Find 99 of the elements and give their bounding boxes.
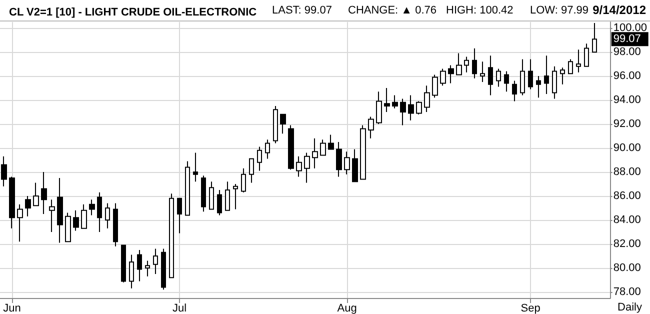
- candlestick: [544, 55, 549, 94]
- y-tick-label: 78.00: [613, 286, 641, 298]
- x-tick-label: Aug: [337, 302, 357, 314]
- candlestick: [81, 204, 87, 229]
- candlestick: [392, 94, 398, 109]
- text: HIGH: 100.42: [446, 4, 514, 16]
- candlestick: [217, 190, 222, 216]
- candlestick: [328, 134, 334, 150]
- candlestick: [480, 61, 485, 82]
- candlestick: [536, 76, 541, 98]
- text: LOW: 97.99: [530, 4, 588, 16]
- x-tick-label: Sep: [520, 302, 540, 314]
- candlestick: [368, 116, 374, 139]
- candlestick: [49, 199, 55, 232]
- candlestick: [440, 68, 446, 86]
- candlestick: [33, 182, 39, 206]
- candlestick: [496, 68, 501, 88]
- candlestick: [528, 58, 533, 90]
- candlestick: [257, 146, 262, 172]
- candlestick: [432, 74, 438, 98]
- candlestick: [424, 85, 430, 112]
- candlestick: [57, 178, 63, 244]
- candlestick: [520, 58, 525, 96]
- candlestick: [169, 193, 174, 278]
- candlestick: [288, 124, 294, 170]
- candlestick: [113, 202, 118, 247]
- candlestick: [456, 52, 462, 76]
- text: LAST: 99.07: [272, 4, 332, 16]
- text: 99.07: [613, 33, 641, 46]
- candlestick: [464, 56, 469, 73]
- y-tick-label: 88.00: [613, 166, 641, 178]
- y-tick-label: 90.00: [613, 142, 641, 154]
- x-tick-label: Jun: [3, 302, 21, 314]
- candlestick: [41, 172, 47, 214]
- y-tick-label: 98.00: [613, 46, 641, 58]
- candlestick: [352, 148, 358, 182]
- candlestick: [304, 152, 310, 184]
- candlestick: [249, 158, 254, 184]
- y-tick-label: 82.00: [613, 238, 641, 250]
- candlestick: [273, 106, 278, 144]
- candlestick: [185, 160, 190, 216]
- candlestick: [336, 142, 342, 178]
- x-tick-label: Jul: [172, 302, 187, 314]
- candlestick: [73, 210, 79, 232]
- candlestick: [241, 168, 246, 193]
- y-tick-label: 86.00: [613, 190, 641, 202]
- candlestick: [121, 244, 126, 283]
- candlestick: [400, 98, 406, 126]
- candlestick: [320, 139, 326, 156]
- candlestick: [512, 80, 517, 102]
- y-tick-label: 84.00: [613, 214, 641, 226]
- candlestick: [97, 192, 102, 232]
- candlestick: [25, 196, 31, 217]
- candlestick: [280, 114, 286, 134]
- candlestick: [225, 181, 230, 211]
- candlestick: [161, 248, 166, 290]
- text: 9/14/2012: [592, 3, 646, 17]
- candlestick: [153, 248, 158, 274]
- candlestick: [145, 260, 150, 277]
- candlestick: [360, 124, 366, 180]
- candlestick: [265, 139, 270, 160]
- y-tick-label: 96.00: [613, 70, 641, 82]
- y-tick-label: 92.00: [613, 118, 641, 130]
- candlestick: [89, 199, 95, 216]
- candlestick: [376, 91, 382, 124]
- candlestick: [568, 58, 573, 74]
- candlestick: [560, 67, 565, 85]
- candlestick: [592, 22, 597, 53]
- candlestick: [137, 250, 142, 282]
- candlestick: [312, 138, 318, 169]
- candlestick: [504, 70, 509, 92]
- candlestick: [384, 88, 390, 112]
- candlestick: [233, 184, 238, 210]
- candlestick: [209, 181, 214, 210]
- candlestick: [9, 176, 15, 229]
- candlestick: [65, 212, 71, 242]
- candlestick: [193, 152, 198, 182]
- chart-title: CL V2=1 [10] - LIGHT CRUDE OIL-ELECTRONIC: [9, 6, 257, 18]
- candlestick: [296, 156, 302, 178]
- y-tick-label: 80.00: [613, 262, 641, 274]
- y-tick-label: 100.00: [613, 22, 648, 34]
- candlestick: [201, 175, 206, 212]
- candlestick: [129, 254, 134, 289]
- text: Daily: [618, 302, 642, 314]
- candlestick: [552, 66, 557, 100]
- candlestick: [177, 198, 182, 234]
- candlestick: [105, 202, 110, 229]
- candlestick: [584, 43, 589, 67]
- candlestick: [408, 94, 414, 121]
- candlestick: [576, 49, 581, 73]
- candlestick: [488, 55, 493, 96]
- candlestick: [448, 64, 454, 84]
- candlestick: [472, 48, 477, 79]
- y-tick-label: 94.00: [613, 94, 641, 106]
- candlestick: [17, 204, 23, 242]
- candlestick: [416, 100, 422, 115]
- text: CHANGE: ▲ 0.76: [348, 4, 437, 16]
- candlestick: [1, 156, 7, 187]
- candlestick: [344, 151, 350, 175]
